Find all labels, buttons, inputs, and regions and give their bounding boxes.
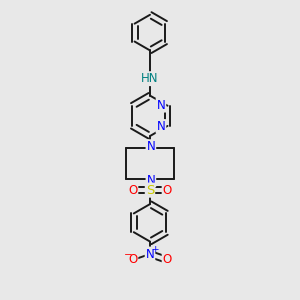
Text: S: S — [146, 184, 154, 196]
Text: O: O — [163, 184, 172, 196]
Text: N: N — [146, 248, 154, 260]
Text: HN: HN — [141, 72, 158, 85]
Text: N: N — [157, 99, 165, 112]
Text: N: N — [146, 173, 155, 187]
Text: O: O — [128, 184, 137, 196]
Text: +: + — [151, 245, 158, 254]
Text: −: − — [124, 250, 133, 260]
Text: O: O — [128, 254, 137, 266]
Text: O: O — [163, 254, 172, 266]
Text: N: N — [146, 140, 155, 153]
Text: N: N — [157, 120, 165, 133]
